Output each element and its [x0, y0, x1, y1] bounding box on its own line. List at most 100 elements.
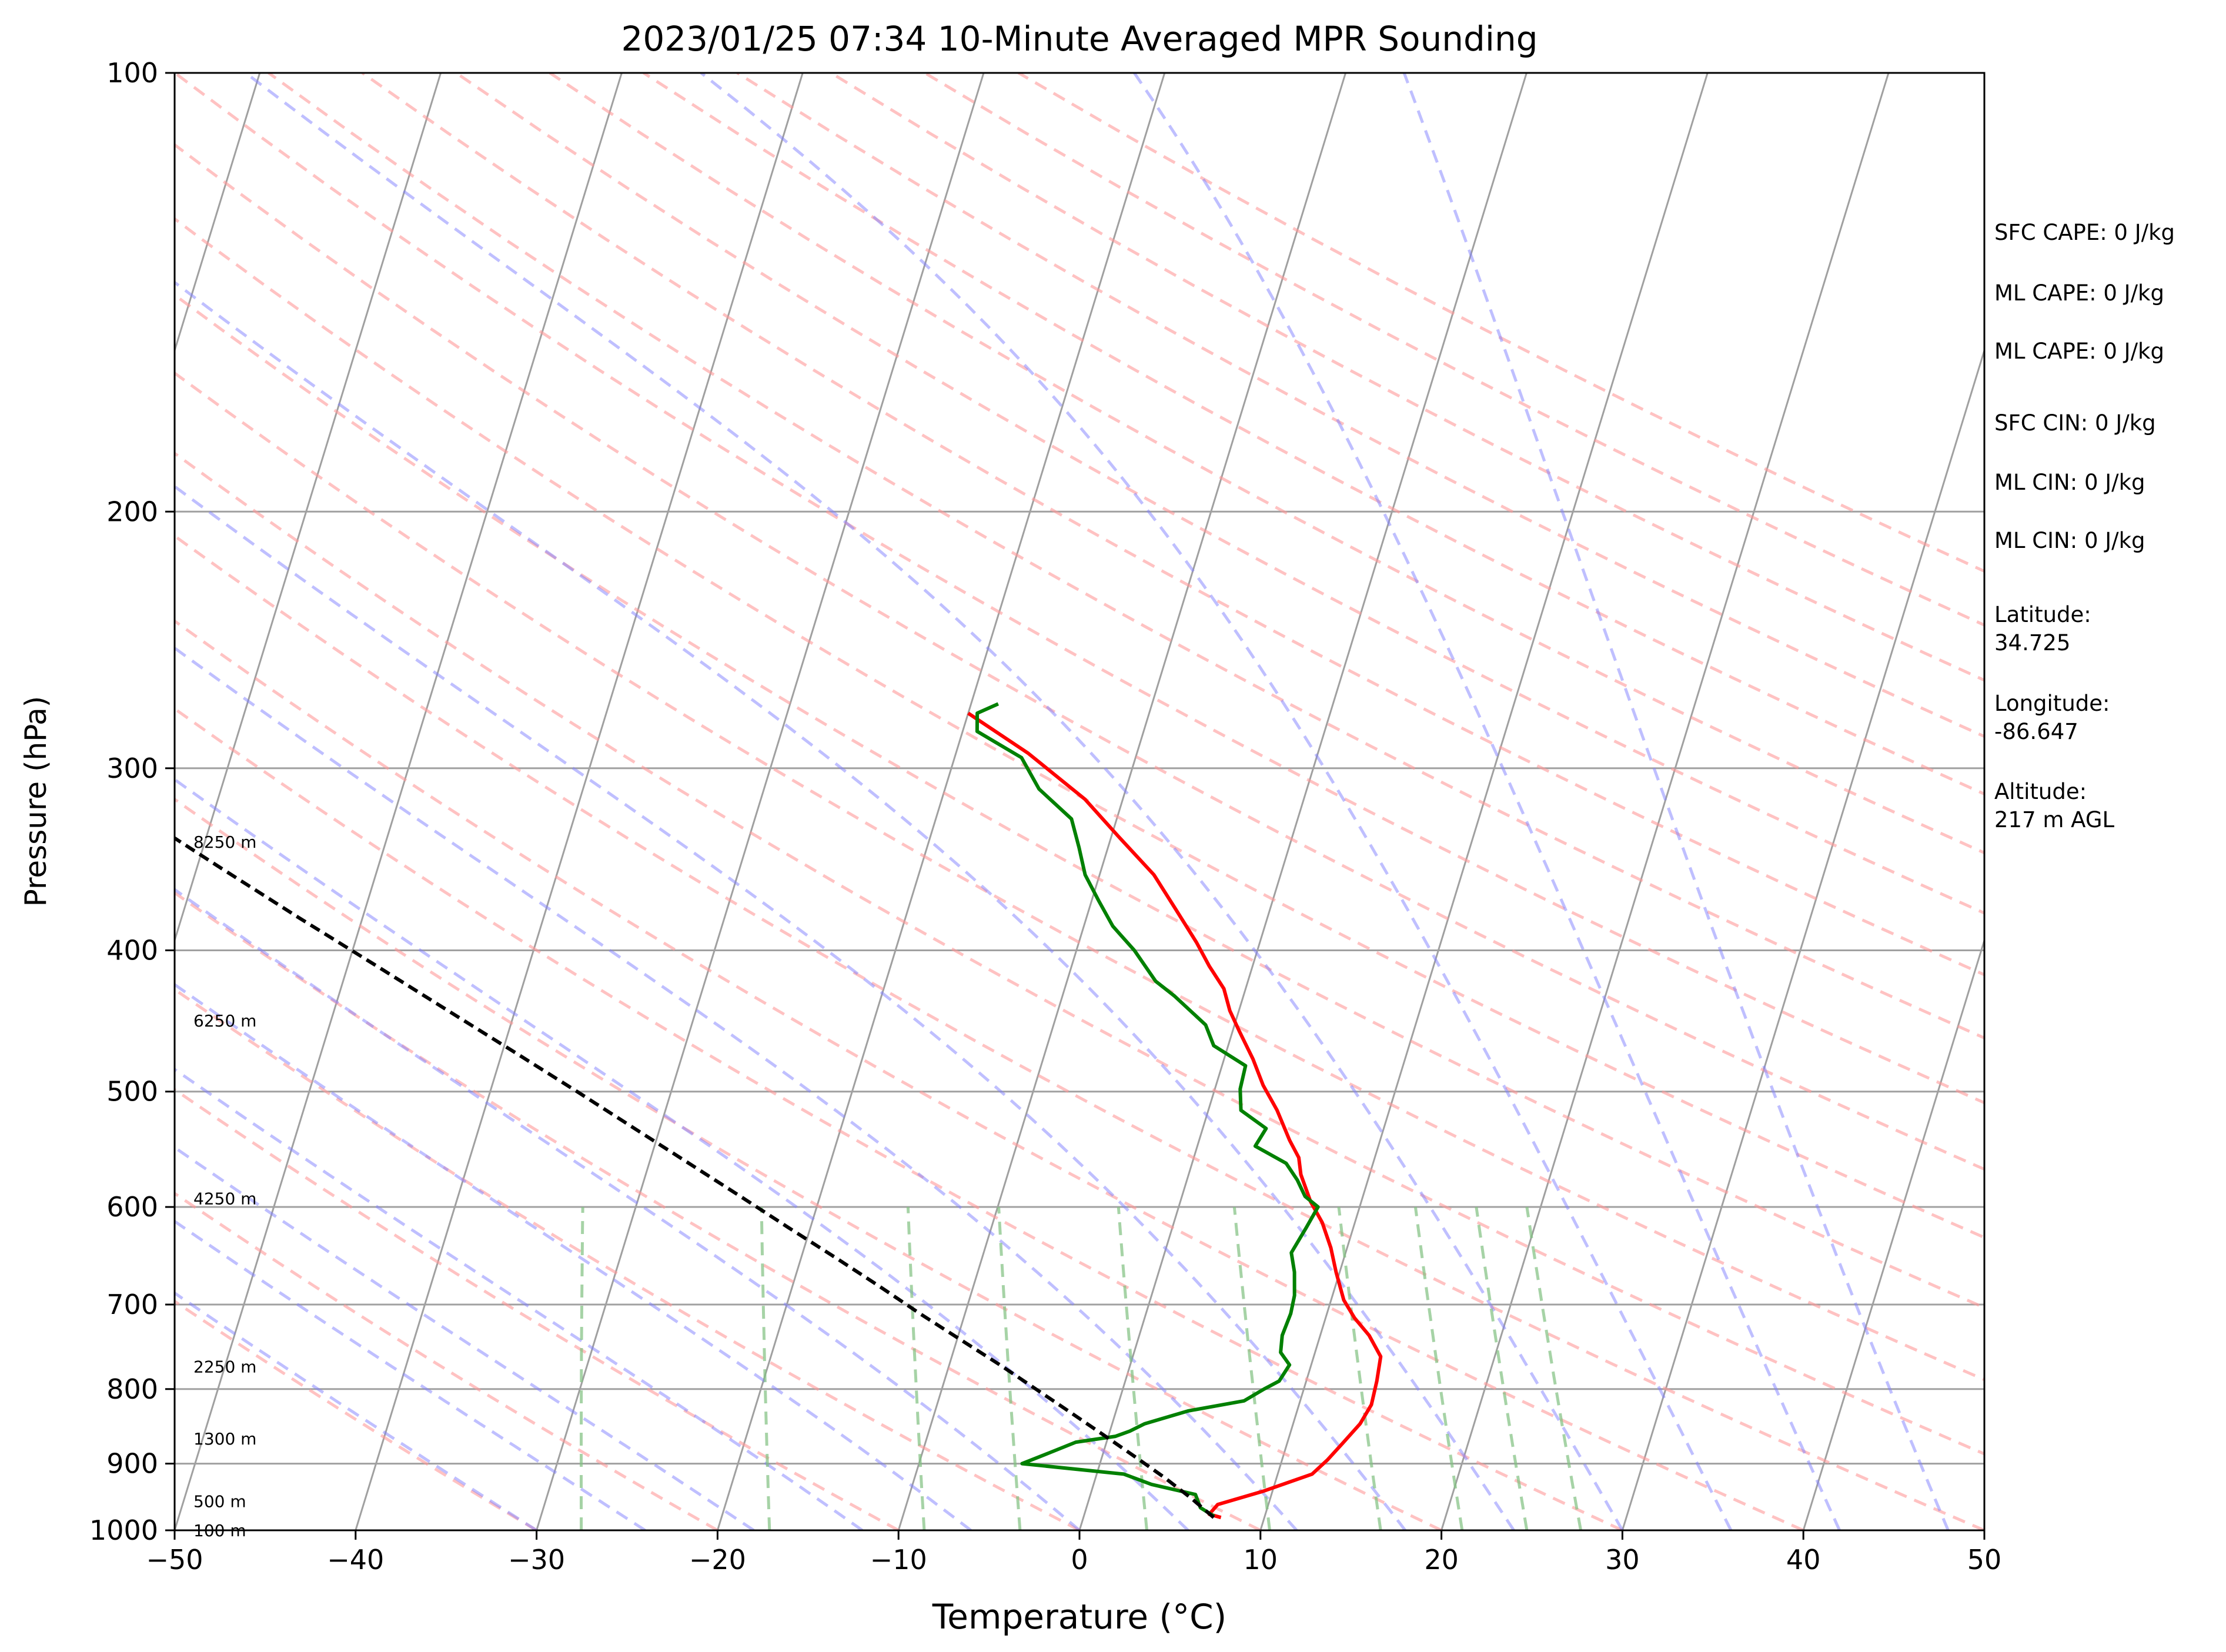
dry-adiabat	[175, 73, 1984, 1105]
chart-title: 2023/01/25 07:34 10-Minute Averaged MPR …	[621, 19, 1538, 59]
mixing-ratio-line	[760, 1206, 771, 1530]
mixing-ratio-line	[1337, 1206, 1382, 1530]
dry-adiabat	[175, 987, 1081, 1530]
sounding-profiles	[175, 702, 1383, 1520]
moist-adiabat	[1402, 73, 1950, 1530]
x-tick-label: −40	[327, 1544, 384, 1576]
isotherm-line	[175, 73, 442, 944]
dry-adiabat	[830, 73, 1984, 682]
moist-adiabat	[175, 484, 1406, 1530]
isotherm-line	[1078, 73, 1528, 1530]
isotherm-line	[536, 73, 985, 1530]
isotherm-line	[1802, 937, 1984, 1530]
y-tick-label: 400	[106, 935, 158, 967]
moist-adiabat	[175, 1291, 537, 1530]
y-tick-label: 900	[106, 1448, 158, 1480]
x-tick-label: 30	[1605, 1544, 1640, 1576]
isotherm-line	[716, 73, 1166, 1530]
dry-adiabat	[175, 293, 1984, 1309]
x-axis-label: Temperature (°C)	[932, 1597, 1227, 1637]
y-axis-label: Pressure (hPa)	[19, 696, 53, 907]
isotherm-line	[355, 73, 804, 1530]
latitude-label: Latitude: 34.725	[1994, 602, 2091, 656]
moist-adiabat	[1133, 73, 1841, 1530]
altitude-label: Altitude: 217 m AGL	[1994, 779, 2115, 832]
x-tick-label: 50	[1967, 1544, 2002, 1576]
isotherm-line	[175, 73, 261, 354]
y-tick-label: 800	[106, 1373, 158, 1405]
mixing-ratio-line	[580, 1206, 584, 1530]
moist-adiabat	[175, 777, 1189, 1530]
background-lines	[175, 73, 2226, 1530]
mixing-ratio-line	[1525, 1206, 1583, 1530]
y-tick-label: 600	[106, 1191, 158, 1223]
ml-cin-label: ML CIN: 0 J/kg	[1994, 470, 2145, 495]
moist-adiabat	[175, 280, 1515, 1530]
dry-adiabat	[361, 73, 1984, 977]
y-tick-label: 700	[106, 1289, 158, 1320]
dry-adiabat	[175, 797, 1442, 1530]
height-label: 4250 m	[193, 1189, 256, 1209]
mixing-ratio-line	[906, 1206, 926, 1530]
ml-cin-label-2: ML CIN: 0 J/kg	[1994, 528, 2145, 553]
ml-cape-label: ML CAPE: 0 J/kg	[1994, 280, 2164, 306]
dry-adiabat	[175, 371, 1984, 1382]
x-tick-label: 20	[1424, 1544, 1459, 1576]
sfc-cin-label: SFC CIN: 0 J/kg	[1994, 410, 2156, 436]
height-label: 6250 m	[193, 1011, 256, 1031]
ml-cape-label-2: ML CAPE: 0 J/kg	[1994, 339, 2164, 364]
moist-adiabat	[175, 1067, 864, 1530]
dry-adiabat	[268, 73, 1984, 1040]
y-tick-label: 500	[106, 1076, 158, 1108]
dry-adiabat	[175, 707, 1623, 1530]
dry-adiabat	[175, 451, 1984, 1456]
moist-adiabat	[175, 1219, 646, 1530]
isotherm-line	[1621, 347, 1984, 1530]
isotherm-line	[175, 73, 623, 1530]
mixing-ratio-line	[1117, 1206, 1148, 1530]
x-tick-label: 40	[1786, 1544, 1821, 1576]
isotherm-line	[2165, 73, 2226, 1530]
y-tick-label: 200	[106, 496, 158, 527]
x-tick-label: −50	[146, 1544, 203, 1576]
height-label: 500 m	[193, 1492, 246, 1511]
y-tick-label: 300	[106, 753, 158, 784]
mixing-ratio-line	[997, 1206, 1022, 1530]
x-tick-label: −10	[870, 1544, 927, 1576]
height-label: 1300 m	[193, 1429, 256, 1449]
parcel-profile	[175, 836, 1215, 1519]
height-label: 8250 m	[193, 832, 256, 852]
dry-adiabat	[175, 891, 1261, 1530]
y-tick-label: 100	[106, 57, 158, 89]
dry-adiabat	[175, 619, 1804, 1530]
dry-adiabat	[175, 1299, 537, 1530]
mixing-ratio-line	[1475, 1206, 1529, 1530]
y-tick-label: 1000	[89, 1514, 158, 1546]
x-tick-label: −30	[508, 1544, 565, 1576]
isotherm-line	[1259, 73, 1709, 1530]
dry-adiabat	[549, 73, 1984, 855]
height-label: 2250 m	[193, 1357, 256, 1376]
dewpoint-profile	[975, 702, 1320, 1518]
moist-adiabat	[175, 982, 972, 1530]
dry-adiabat	[175, 143, 1984, 1171]
dry-adiabat	[643, 73, 1984, 796]
dry-adiabat	[175, 534, 1984, 1530]
x-tick-label: −20	[689, 1544, 746, 1576]
moist-adiabat	[245, 73, 1624, 1530]
sfc-cape-label: SFC CAPE: 0 J/kg	[1994, 220, 2175, 245]
mixing-ratio-line	[1413, 1206, 1464, 1530]
axes: −50 −40 −30 −20 −10 0 10 20 30 40 50 100 200 300 400 50…	[89, 57, 2001, 1576]
moist-adiabat	[175, 1145, 755, 1530]
mixing-ratio-line	[1232, 1206, 1271, 1530]
isotherm-line	[1440, 73, 1890, 1530]
x-tick-label: 0	[1071, 1544, 1088, 1576]
moist-adiabat	[175, 887, 1081, 1530]
dry-adiabat	[175, 217, 1984, 1239]
longitude-label: Longitude: -86.647	[1994, 691, 2110, 744]
moist-adiabat	[700, 73, 1733, 1530]
height-label: 100 m	[193, 1521, 246, 1540]
moist-adiabat	[175, 646, 1298, 1530]
x-tick-label: 10	[1244, 1544, 1278, 1576]
